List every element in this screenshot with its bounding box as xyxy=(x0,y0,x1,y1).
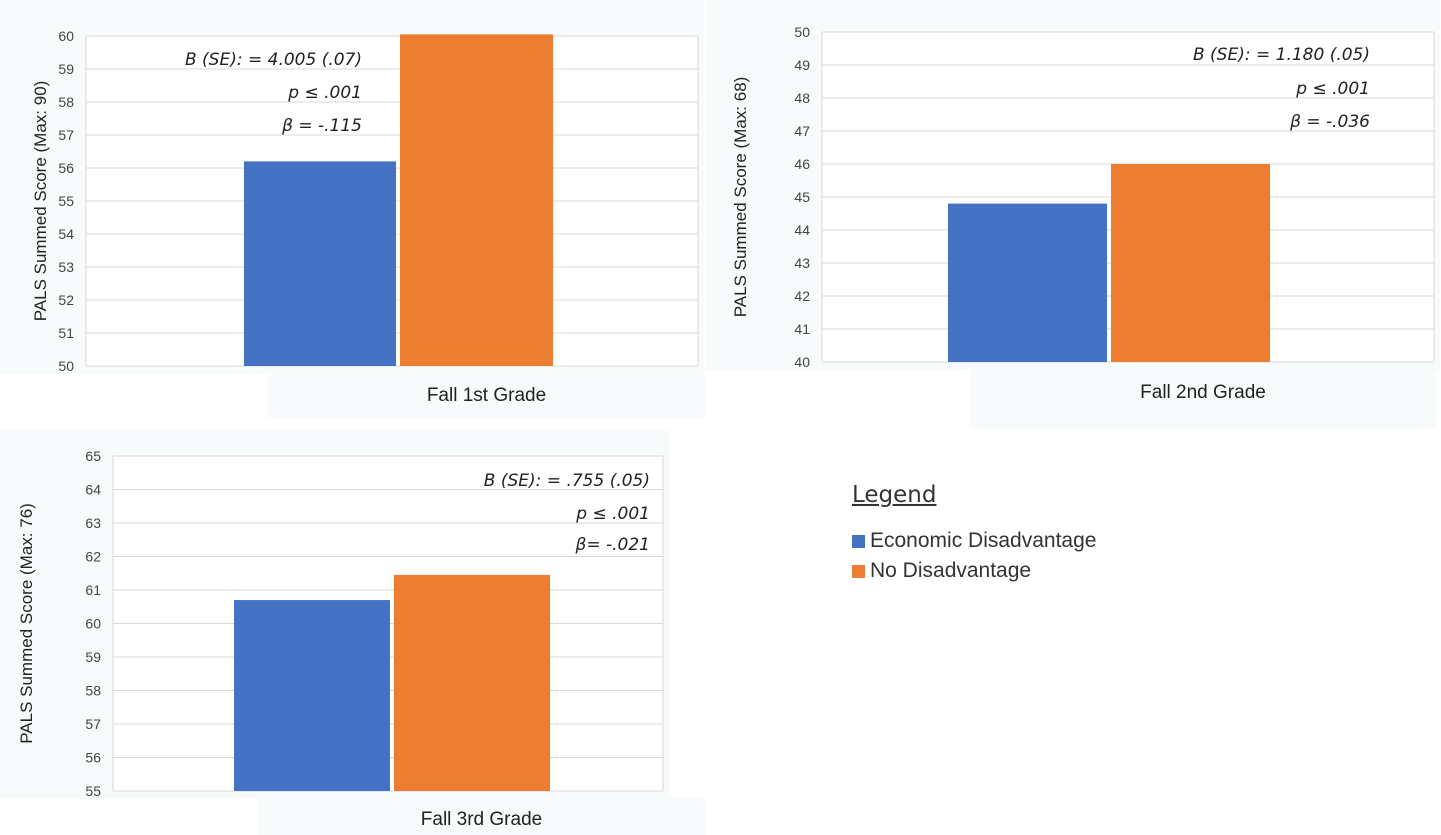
x-category-label: Fall 1st Grade xyxy=(427,385,546,406)
bar-economic-disadvantage xyxy=(234,600,390,791)
y-tick-label: 62 xyxy=(85,549,101,565)
stat-annotation: p ≤ .001 xyxy=(1295,79,1370,99)
y-tick-label: 49 xyxy=(794,57,810,73)
legend-swatch-no-disadvantage xyxy=(852,564,865,578)
y-tick-label: 57 xyxy=(85,716,101,732)
stat-annotation: β = -.036 xyxy=(1289,112,1370,132)
stat-annotation: B (SE): = .755 (.05) xyxy=(484,471,650,491)
y-tick-label: 56 xyxy=(58,160,74,176)
legend-item-no-disadvantage: No Disadvantage xyxy=(852,558,1096,584)
y-tick-label: 40 xyxy=(794,354,810,370)
category-label-background xyxy=(268,375,705,418)
y-tick-label: 59 xyxy=(58,61,74,77)
y-tick-label: 57 xyxy=(58,127,74,143)
y-tick-label: 60 xyxy=(58,28,74,44)
legend-item-economic-disadvantage: Economic Disadvantage xyxy=(852,528,1096,554)
stat-annotation: p ≤ .001 xyxy=(575,504,650,524)
stat-annotation: β = -.115 xyxy=(281,116,362,136)
bar-no-disadvantage xyxy=(394,574,550,791)
chart-panel-fall-2nd-grade: 40 41 42 43 44 45 46 47 48 49 50 PALS Summed Score … xyxy=(706,0,1441,428)
legend: Legend Economic Disadvantage No Disadvan… xyxy=(852,482,1096,588)
y-tick-label: 52 xyxy=(58,292,74,308)
y-tick-label: 60 xyxy=(85,616,101,632)
category-label-background xyxy=(258,797,705,835)
bar-no-disadvantage xyxy=(400,34,553,366)
y-tick-label: 58 xyxy=(85,683,101,699)
y-tick-label: 50 xyxy=(58,358,74,374)
legend-label: No Disadvantage xyxy=(870,559,1032,582)
stat-annotation: B (SE): = 1.180 (.05) xyxy=(1193,45,1370,65)
stat-annotation: β= -.021 xyxy=(575,535,650,555)
y-tick-label: 47 xyxy=(794,123,810,139)
stat-annotation: p ≤ .001 xyxy=(287,83,362,103)
y-axis-label: PALS Summed Score (Max: 76) xyxy=(17,503,36,744)
y-tick-label: 56 xyxy=(85,750,101,766)
y-tick-label: 51 xyxy=(58,325,74,341)
chart-svg: 55 56 57 58 59 60 61 62 63 64 65 PALS Summed Score … xyxy=(0,430,705,835)
y-axis-label: PALS Summed Score (Max: 68) xyxy=(731,77,750,318)
y-tick-label: 55 xyxy=(58,193,74,209)
y-tick-label: 64 xyxy=(85,482,101,498)
chart-svg: 40 41 42 43 44 45 46 47 48 49 50 PALS Summed Score … xyxy=(706,0,1440,428)
chart-svg: 50 51 52 53 54 55 56 57 58 59 60 PALS Summed Score … xyxy=(0,0,705,418)
y-axis-label: PALS Summed Score (Max: 90) xyxy=(31,81,50,322)
x-category-label: Fall 3rd Grade xyxy=(421,809,542,830)
chart-panel-fall-1st-grade: 50 51 52 53 54 55 56 57 58 59 60 PALS Summed Score … xyxy=(0,0,705,418)
y-tick-label: 63 xyxy=(85,515,101,531)
y-tick-label: 55 xyxy=(85,783,101,799)
y-tick-label: 48 xyxy=(794,90,810,106)
y-tick-label: 58 xyxy=(58,94,74,110)
legend-swatch-economic xyxy=(852,534,865,548)
y-tick-label: 59 xyxy=(85,649,101,665)
chart-panel-fall-3rd-grade: 55 56 57 58 59 60 61 62 63 64 65 PALS Summed Score … xyxy=(0,430,705,835)
stat-annotation: B (SE): = 4.005 (.07) xyxy=(185,50,362,70)
y-tick-label: 61 xyxy=(85,582,101,598)
bar-economic-disadvantage xyxy=(244,161,396,366)
legend-title: Legend xyxy=(852,482,937,508)
y-tick-label: 44 xyxy=(794,222,810,238)
y-tick-label: 43 xyxy=(794,255,810,271)
y-tick-label: 50 xyxy=(794,24,810,40)
bar-no-disadvantage xyxy=(1111,164,1270,362)
y-tick-label: 54 xyxy=(58,226,74,242)
legend-label: Economic Disadvantage xyxy=(870,529,1097,552)
y-tick-label: 41 xyxy=(794,321,810,337)
y-tick-label: 53 xyxy=(58,259,74,275)
category-label-background xyxy=(970,368,1436,428)
x-category-label: Fall 2nd Grade xyxy=(1140,382,1266,403)
y-tick-label: 45 xyxy=(794,189,810,205)
y-tick-label: 46 xyxy=(794,156,810,172)
bar-economic-disadvantage xyxy=(948,203,1107,362)
y-tick-label: 65 xyxy=(85,448,101,464)
y-tick-label: 42 xyxy=(794,288,810,304)
